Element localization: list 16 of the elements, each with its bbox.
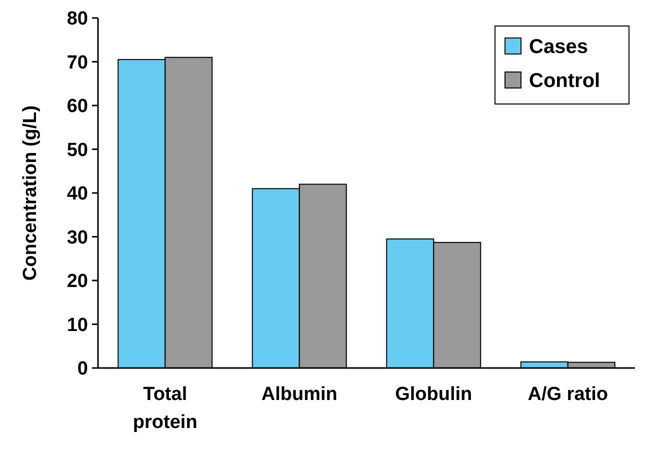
y-axis-title: Concentration (g/L): [20, 105, 41, 281]
x-tick-label: Total protein: [132, 384, 198, 433]
y-tick-label: 30: [66, 227, 88, 248]
legend-label: Control: [529, 70, 600, 92]
y-tick-label: 0: [77, 358, 88, 380]
x-tick-label: Globulin: [395, 384, 472, 405]
x-tick-label: A/G ratio: [528, 384, 608, 405]
y-tick-label: 50: [66, 140, 88, 161]
y-tick-label: 10: [66, 314, 88, 336]
x-tick-label: Albumin: [261, 384, 338, 405]
y-tick-label: 80: [66, 8, 88, 30]
y-tick-label: 60: [66, 96, 88, 118]
y-tick-label: 70: [66, 52, 88, 74]
y-tick-label: 40: [66, 184, 88, 205]
legend-label: Cases: [529, 36, 588, 58]
y-tick-label: 20: [66, 271, 88, 292]
